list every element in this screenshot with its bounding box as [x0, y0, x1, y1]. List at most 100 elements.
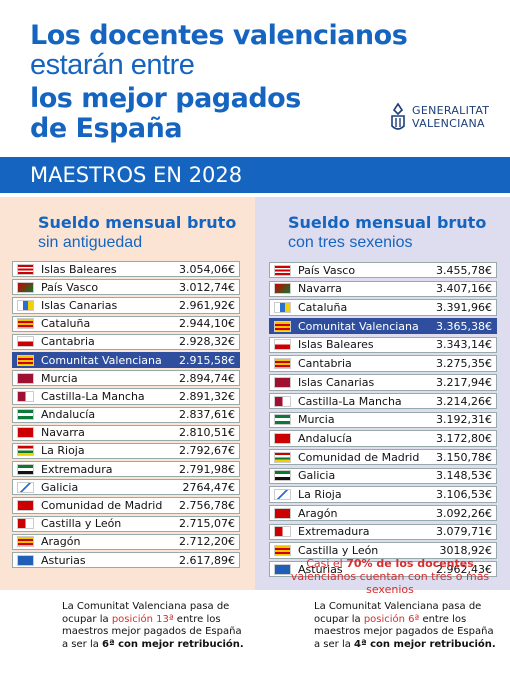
- region-flag: [274, 563, 291, 575]
- salary-value: 3.214,26€: [436, 394, 492, 408]
- region-name: Cantabria: [41, 335, 95, 349]
- ranking-row: Castilla-La Mancha 2.891,32€: [12, 388, 240, 405]
- region-name: Islas Canarias: [298, 375, 375, 389]
- region-flag: [17, 463, 34, 475]
- ranking-row: Navarra 2.810,51€: [12, 424, 240, 441]
- logo-line: VALENCIANA: [412, 117, 485, 130]
- logo-line: GENERALITAT: [412, 104, 490, 117]
- region-flag: [274, 320, 291, 332]
- salary-value: 2.928,32€: [179, 335, 235, 349]
- footer-highlight: posición 6ª: [363, 613, 420, 625]
- ranking-row: Asturias 2.962,43€: [269, 561, 497, 578]
- salary-value: 3.079,71€: [436, 525, 492, 539]
- region-flag: [17, 263, 34, 275]
- salary-value: 3.192,31€: [436, 413, 492, 427]
- region-flag: [17, 299, 34, 311]
- salary-value: 3.343,14€: [436, 338, 492, 352]
- logo: GENERALITAT VALENCIANA: [388, 102, 489, 132]
- region-name: País Vasco: [41, 280, 99, 294]
- ranking-row: Comunidad de Madrid 2.756,78€: [12, 497, 240, 514]
- footer-part: La Comunitat Valenciana pasa de ocupar l…: [62, 601, 230, 625]
- salary-value: 3.148,53€: [436, 469, 492, 483]
- footer-part: La Comunitat Valenciana pasa de ocupar l…: [314, 601, 482, 625]
- region-flag: [274, 395, 291, 407]
- region-name: Extremadura: [41, 462, 113, 476]
- footer-emphasis: 6ª con mejor retribución.: [102, 638, 244, 650]
- panel-subheading: con tres sexenios: [288, 234, 413, 251]
- salary-value: 3.217,94€: [436, 375, 492, 389]
- region-name: Castilla y León: [41, 517, 122, 531]
- region-name: La Rioja: [41, 444, 85, 458]
- region-flag: [17, 390, 34, 402]
- ranking-row: Cantabria 3.275,35€: [269, 355, 497, 372]
- region-name: Castilla-La Mancha: [298, 394, 402, 408]
- salary-value: 2.791,98€: [179, 462, 235, 476]
- panel: Sueldo mensual bruto con tres sexenios Paí…: [255, 197, 510, 596]
- ranking-row: Cataluña 3.391,96€: [269, 299, 497, 316]
- region-flag: [17, 427, 34, 439]
- region-name: Comunitat Valenciana: [41, 353, 162, 367]
- region-name: Asturias: [41, 553, 86, 567]
- region-name: Andalucía: [298, 431, 353, 445]
- region-name: Cataluña: [41, 317, 91, 331]
- title-line: estarán entre: [30, 49, 195, 81]
- panel: Sueldo mensual bruto sin antiguedad Islas …: [0, 197, 255, 590]
- ranking-row: Castilla y León 2.715,07€: [12, 515, 240, 532]
- region-flag: [17, 409, 34, 421]
- salary-value: 2.837,61€: [179, 408, 235, 422]
- salary-value: 3.455,78€: [436, 263, 492, 277]
- region-name: Aragón: [298, 506, 338, 520]
- ranking-row: Galicia 3.148,53€: [269, 467, 497, 484]
- salary-value: 2764,47€: [182, 480, 236, 494]
- region-flag: [274, 283, 291, 295]
- ranking-row: Galicia 2764,47€: [12, 479, 240, 496]
- panel-subheading: sin antiguedad: [38, 234, 143, 251]
- salary-value: 3.172,80€: [436, 431, 492, 445]
- ranking-row: Extremadura 3.079,71€: [269, 523, 497, 541]
- region-name: País Vasco: [298, 263, 356, 277]
- region-flag: [274, 376, 291, 388]
- region-flag: [17, 500, 34, 512]
- salary-value: 3.365,38€: [436, 319, 492, 333]
- note-emphasis: 70% de los docentes: [346, 557, 474, 570]
- region-flag: [17, 518, 34, 530]
- ranking-row: Andalucía 3.172,80€: [269, 430, 497, 447]
- region-name: Andalucía: [41, 408, 96, 422]
- region-name: La Rioja: [298, 487, 342, 501]
- region-flag: [274, 545, 291, 556]
- ranking-row: Aragón 2.712,20€: [12, 533, 240, 550]
- region-name: Castilla-La Mancha: [41, 389, 145, 403]
- salary-value: 3.150,78€: [436, 450, 492, 464]
- salary-value: 2.715,07€: [179, 517, 235, 531]
- footer-text: La Comunitat Valenciana pasa de ocupar l…: [314, 601, 499, 651]
- ranking-row: Murcia 2.894,74€: [12, 370, 240, 387]
- panel-heading: Sueldo mensual bruto: [288, 213, 487, 232]
- ranking-row: Islas Canarias 2.961,92€: [12, 297, 240, 314]
- salary-value: 3.275,35€: [436, 357, 492, 371]
- region-flag: [274, 339, 291, 351]
- ranking-row: Cantabria 2.928,32€: [12, 333, 240, 350]
- ranking-row: Castilla y León 3018,92€: [269, 542, 497, 559]
- title-line: de España: [30, 113, 183, 144]
- ranking-row: Castilla-La Mancha 3.214,26€: [269, 392, 497, 410]
- region-flag: [274, 507, 291, 519]
- region-flag: [17, 554, 34, 566]
- salary-value: 3018,92€: [439, 544, 493, 557]
- region-name: Cantabria: [298, 357, 352, 371]
- region-flag: [274, 414, 291, 426]
- salary-value: 2.894,74€: [179, 371, 235, 385]
- note-text: valencianos cuentan con tres o más sexen…: [290, 570, 490, 596]
- salary-value: 2.944,10€: [179, 317, 235, 331]
- region-flag: [274, 451, 291, 463]
- region-name: Castilla y León: [298, 544, 379, 557]
- region-flag: [17, 318, 34, 330]
- salary-value: 2.961,92€: [179, 298, 235, 312]
- region-name: Comunidad de Madrid: [298, 450, 420, 464]
- logo-text: GENERALITAT VALENCIANA: [412, 104, 489, 130]
- region-name: Galicia: [298, 469, 336, 483]
- ranking-row: Islas Canarias 3.217,94€: [269, 374, 497, 391]
- region-flag: [274, 302, 291, 314]
- ranking-list: País Vasco 3.455,78€ Navarra 3.407,16€ Catal…: [269, 262, 497, 580]
- ranking-row: Extremadura 2.791,98€: [12, 461, 240, 478]
